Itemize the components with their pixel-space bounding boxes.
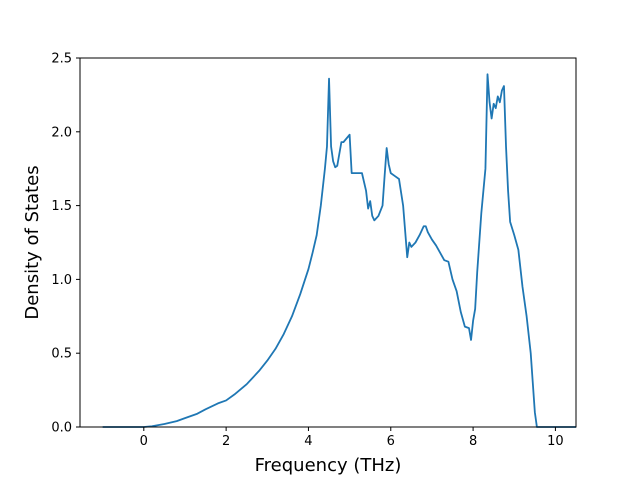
dos-line-0: [102, 73, 576, 428]
y-tick-label: 2.5: [51, 52, 72, 67]
x-tick-label: 6: [387, 434, 395, 449]
y-axis-label: Density of States: [22, 165, 43, 319]
x-tick-label: 2: [222, 434, 230, 449]
x-tick-label: 8: [469, 434, 477, 449]
x-tick-label: 0: [140, 434, 148, 449]
x-tick-label: 10: [547, 434, 564, 449]
y-tick-label: 1.5: [51, 199, 72, 214]
x-axis-label: Frequency (THz): [255, 455, 402, 476]
y-tick-label: 2.0: [51, 125, 72, 140]
x-axis-ticks: 0 2 4 6 8 10: [140, 427, 564, 449]
y-axis-ticks: 0.0 0.5 1.0 1.5 2.0 2.5: [51, 52, 80, 436]
y-tick-label: 0.5: [51, 347, 72, 362]
y-tick-label: 0.0: [51, 421, 72, 436]
x-tick-label: 4: [304, 434, 312, 449]
plot-area: [102, 73, 576, 428]
y-tick-label: 1.0: [51, 273, 72, 288]
plot-frame: [79, 57, 577, 428]
